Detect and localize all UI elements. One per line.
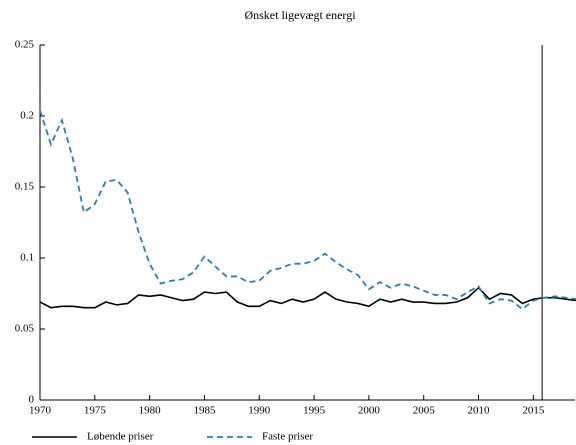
y-tick-label: 0.05: [15, 323, 35, 335]
x-tick-label: 1975: [84, 405, 107, 417]
x-tick-label: 1990: [248, 405, 271, 417]
x-tick-label: 1985: [193, 405, 216, 417]
series-line: [40, 110, 576, 311]
y-tick-label: 0.15: [15, 181, 35, 193]
x-tick-label: 1995: [303, 405, 326, 417]
chart-title: Ønsket ligevægt energi: [244, 8, 356, 22]
y-tick-label: 0: [29, 394, 35, 406]
x-tick-label: 2005: [413, 405, 436, 417]
legend-label: Faste priser: [262, 431, 313, 443]
x-tick-label: 2015: [522, 405, 545, 417]
x-tick-label: 1980: [139, 405, 162, 417]
x-tick-label: 1970: [29, 405, 52, 417]
series-line: [40, 286, 576, 309]
y-tick-label: 0.1: [20, 252, 34, 264]
y-tick-label: 0.2: [20, 110, 34, 122]
x-tick-label: 2010: [468, 405, 491, 417]
y-tick-label: 0.25: [15, 39, 35, 51]
legend-label: Løbende priser: [87, 431, 154, 443]
x-tick-label: 2000: [358, 405, 381, 417]
